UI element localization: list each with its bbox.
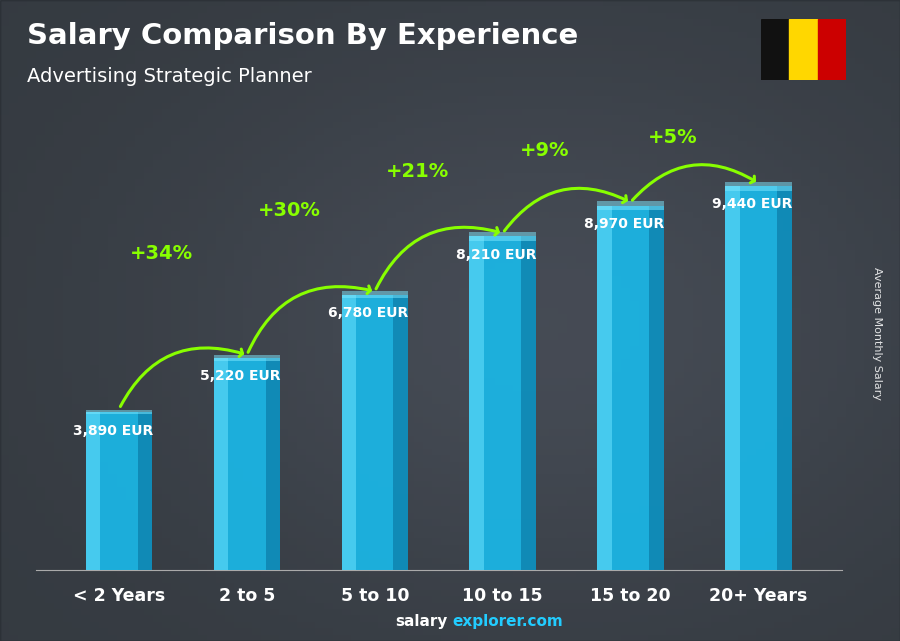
Text: +30%: +30% [257, 201, 320, 220]
Bar [266, 358, 280, 570]
Bar [649, 206, 664, 570]
Bar [760, 19, 789, 80]
Bar [86, 412, 101, 570]
Text: Salary Comparison By Experience: Salary Comparison By Experience [27, 22, 578, 51]
Text: explorer.com: explorer.com [453, 615, 563, 629]
Bar [598, 206, 664, 570]
Bar [725, 181, 792, 191]
Text: 9,440 EUR: 9,440 EUR [712, 197, 792, 210]
Bar [521, 237, 535, 570]
Bar [342, 291, 408, 298]
Text: 5,220 EUR: 5,220 EUR [201, 369, 281, 383]
Bar [470, 237, 484, 570]
Text: +21%: +21% [385, 162, 448, 181]
Text: Advertising Strategic Planner: Advertising Strategic Planner [27, 67, 311, 87]
Text: 8,970 EUR: 8,970 EUR [584, 217, 664, 231]
Text: 8,210 EUR: 8,210 EUR [456, 248, 536, 262]
Bar [598, 206, 612, 570]
Bar [470, 232, 536, 240]
Bar [393, 295, 408, 570]
Text: 6,780 EUR: 6,780 EUR [328, 306, 409, 320]
Bar [138, 412, 152, 570]
Bar [777, 187, 792, 570]
Text: +5%: +5% [648, 128, 698, 147]
Bar [342, 295, 356, 570]
Text: salary: salary [395, 615, 447, 629]
Bar [789, 19, 817, 80]
Bar [725, 187, 740, 570]
Bar [213, 358, 280, 570]
Bar [213, 356, 280, 361]
Bar [86, 410, 152, 414]
Bar [470, 237, 536, 570]
Bar [598, 201, 664, 210]
Text: Average Monthly Salary: Average Monthly Salary [872, 267, 883, 400]
Text: +34%: +34% [130, 244, 193, 263]
Bar [86, 412, 152, 570]
Bar [817, 19, 846, 80]
Bar [342, 295, 408, 570]
Bar [725, 187, 792, 570]
Text: +9%: +9% [520, 140, 570, 160]
Bar [213, 358, 229, 570]
Text: 3,890 EUR: 3,890 EUR [73, 424, 153, 438]
